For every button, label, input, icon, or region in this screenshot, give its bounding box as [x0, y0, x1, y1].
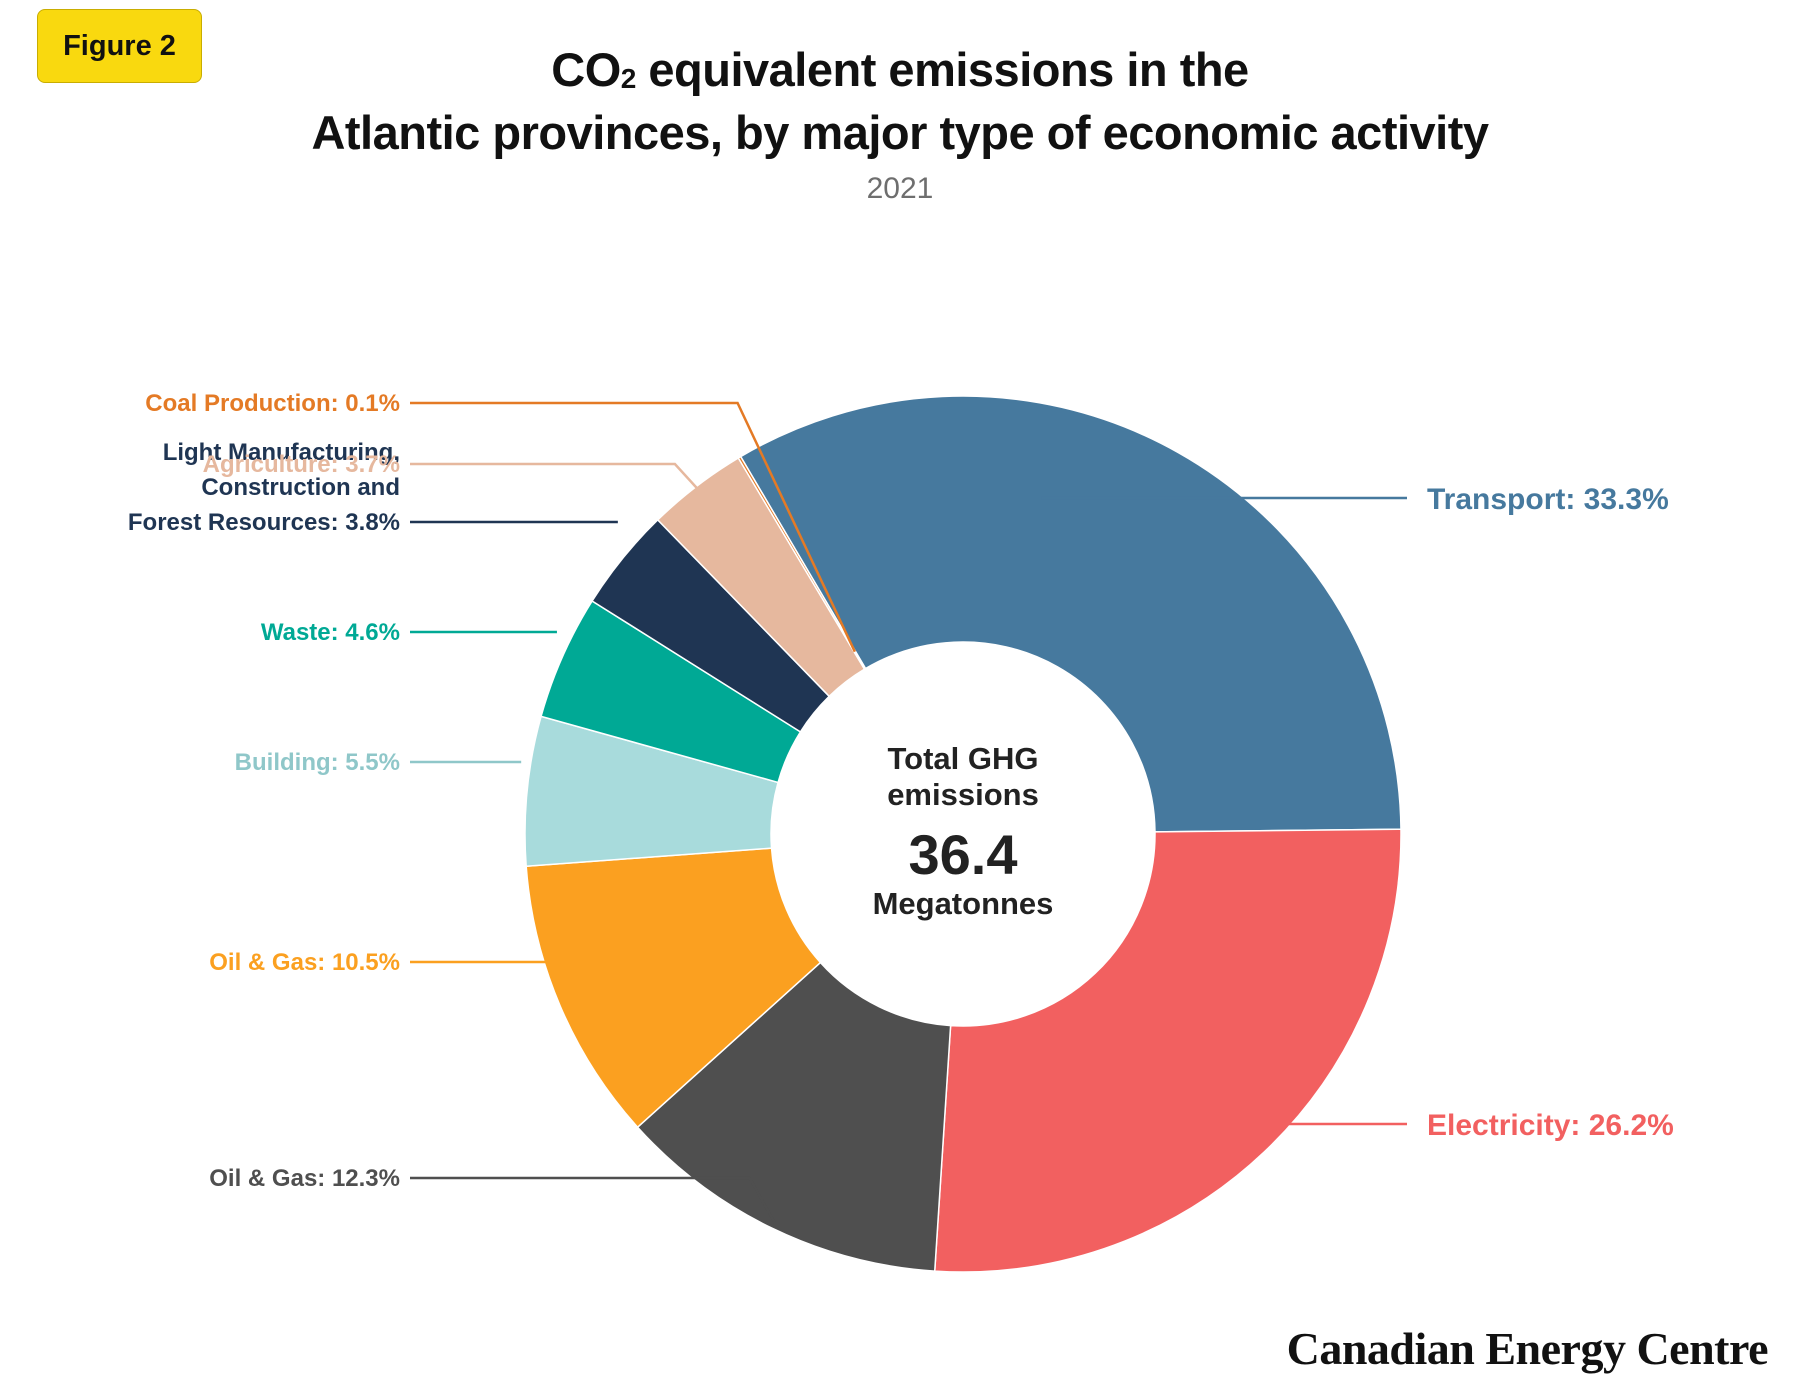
center-unit: Megatonnes	[873, 886, 1054, 921]
figure-badge: Figure 2	[37, 9, 202, 83]
title-subscript: 2	[620, 63, 637, 94]
slice-label-3: Oil & Gas: 10.5%	[209, 949, 400, 976]
slice-coal-production-8	[737, 455, 867, 671]
chart-title-line2: Atlantic provinces, by major type of eco…	[311, 106, 1489, 159]
center-label-line2: emissions	[887, 777, 1039, 812]
figure-badge-label: Figure 2	[63, 29, 176, 62]
slice-label-8: Coal Production: 0.1%	[145, 390, 400, 417]
center-label-line1: Total GHG	[888, 741, 1039, 776]
chart-title: CO2 equivalent emissions in the Atlantic…	[0, 42, 1800, 161]
center-total-value: 36.4	[909, 823, 1018, 886]
slice-label-1: Electricity: 26.2%	[1427, 1109, 1674, 1142]
leader-line-2	[410, 1176, 776, 1224]
leader-line-7	[410, 462, 701, 493]
slice-label-2: Oil & Gas: 12.3%	[209, 1165, 400, 1192]
chart-title-line1: CO2 equivalent emissions in the	[0, 42, 1800, 105]
slice-label-0: Transport: 33.3%	[1427, 483, 1669, 516]
title-co: CO	[551, 43, 621, 96]
slice-label-4: Building: 5.5%	[235, 749, 400, 776]
slice-labels: Transport: 33.3% Electricity: 26.2% Oil & …	[128, 390, 1674, 1192]
donut-center: Total GHG emissions 36.4 Megatonnes	[873, 741, 1054, 921]
leader-line-8	[410, 401, 856, 653]
slice-label-6-line2: Construction and	[201, 474, 400, 501]
slice-transport-0	[739, 395, 1402, 833]
title-line1-rest: equivalent emissions in the	[635, 43, 1249, 96]
leader-lines	[410, 401, 1407, 1224]
slice-label-5: Waste: 4.6%	[261, 619, 400, 646]
slice-electricity-1	[933, 828, 1402, 1273]
slice-oil-gas-3	[525, 847, 822, 1129]
slice-label-6-line3: Forest Resources: 3.8%	[128, 509, 400, 536]
brand-logo-text: Canadian Energy Centre	[1286, 1323, 1769, 1374]
slice-label-6-line1: Light Manufacturing,	[163, 439, 400, 466]
donut-slices	[524, 395, 1402, 1273]
slice-oil-gas-2	[636, 961, 952, 1272]
chart-subtitle: 2021	[866, 172, 934, 205]
slice-label-7: Agriculture: 3.7%	[203, 451, 400, 478]
